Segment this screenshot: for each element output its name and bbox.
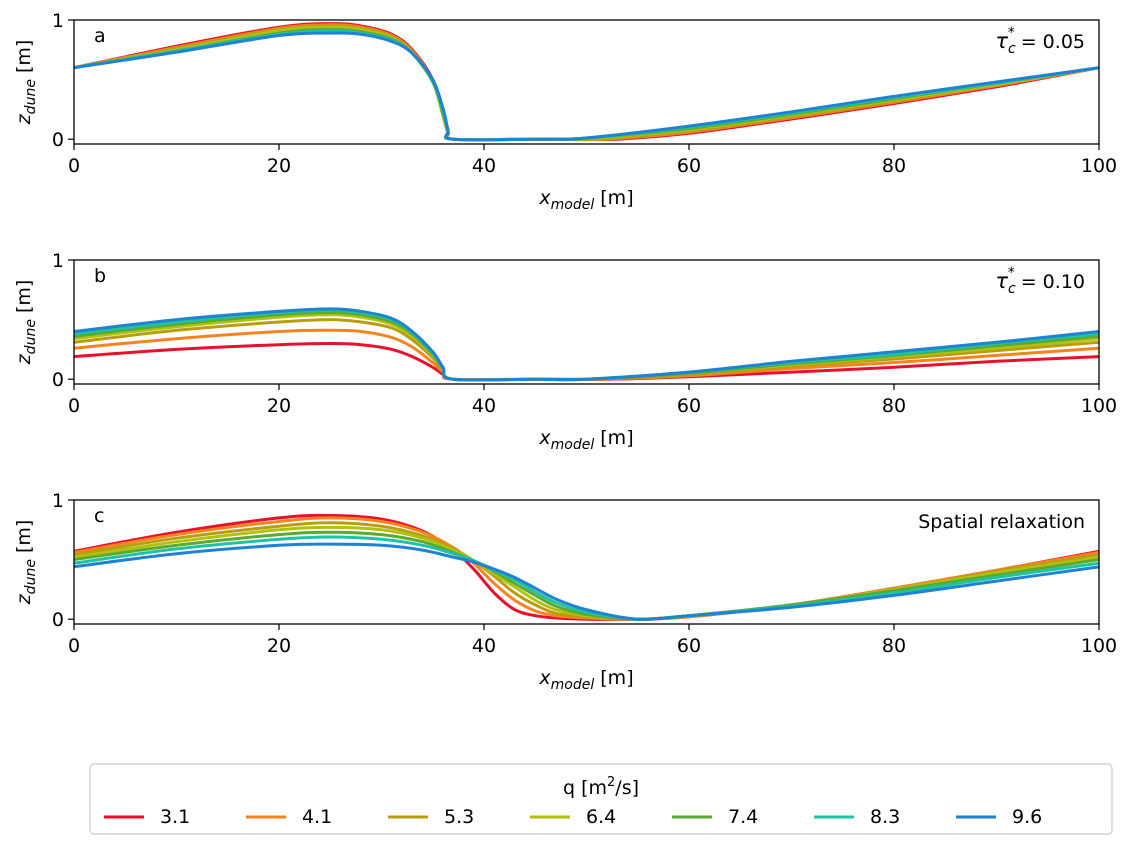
y-axis-label: zdune [m]	[13, 40, 39, 126]
x-axis-label-unit: [m]	[594, 427, 633, 449]
x-tick-label: 40	[472, 155, 496, 177]
series-line-5.3	[74, 521, 1099, 621]
curves	[74, 513, 1099, 621]
y-axis-label-sub: dune	[23, 319, 39, 354]
x-tick-label: 100	[1081, 155, 1117, 177]
legend-label: 6.4	[586, 806, 616, 828]
annotation-sup: *	[1008, 25, 1015, 41]
x-tick-label: 0	[68, 635, 80, 657]
x-axis-label: xmodel [m]	[538, 667, 633, 693]
x-axis-label-main: x	[538, 187, 551, 209]
legend-label: 8.3	[870, 806, 900, 828]
annotation-value: = 0.10	[1015, 271, 1085, 293]
x-tick-label: 80	[882, 395, 906, 417]
panel-letter: b	[94, 265, 106, 287]
x-tick-label: 20	[267, 155, 291, 177]
y-axis-label-unit: [m]	[13, 40, 35, 79]
x-axis-label-sub: model	[551, 437, 595, 453]
y-tick-label: 1	[52, 250, 64, 272]
x-axis-label-main: x	[538, 427, 551, 449]
panel-annotation: τc* = 0.05	[995, 25, 1085, 57]
annotation-symbol: τ	[995, 29, 1008, 53]
annotation-value: = 0.05	[1015, 31, 1085, 53]
legend-label: 5.3	[444, 806, 474, 828]
x-axis-label-main: x	[538, 667, 551, 689]
x-axis-label-sub: model	[551, 677, 595, 693]
series-line-7.4	[74, 530, 1099, 621]
legend-label: 3.1	[160, 806, 190, 828]
y-axis-label-main: z	[13, 113, 35, 125]
y-axis-label-unit: [m]	[13, 280, 35, 319]
legend-label: 4.1	[302, 806, 332, 828]
annotation-sub: c	[1008, 281, 1016, 297]
x-tick-label: 100	[1081, 395, 1117, 417]
y-axis-label-main: z	[13, 353, 35, 365]
series-line-6.4	[74, 525, 1099, 621]
annotation-sup: *	[1008, 265, 1015, 281]
series-line-7.4	[74, 27, 1099, 142]
legend: q [m2/s] 3.1 4.1 5.3 6.4 7.4 8.3 9.6	[89, 763, 1113, 835]
x-tick-label: 20	[267, 395, 291, 417]
legend-title-main: q [m	[563, 777, 607, 799]
y-axis-label: zdune [m]	[13, 520, 39, 606]
panel-letter: a	[94, 25, 106, 47]
x-tick-label: 100	[1081, 635, 1117, 657]
panel-letter: c	[94, 505, 104, 527]
x-axis-label-unit: [m]	[594, 187, 633, 209]
panel-annotation: Spatial relaxation	[918, 511, 1085, 533]
panel-annotation: τc* = 0.10	[995, 265, 1085, 297]
x-axis-label-sub: model	[551, 197, 595, 213]
axes-frame	[73, 259, 1100, 385]
x-axis-label: xmodel [m]	[538, 187, 633, 213]
y-axis-label-main: z	[13, 593, 35, 605]
y-tick-label: 1	[52, 10, 64, 32]
x-tick-label: 0	[68, 155, 80, 177]
legend-frame	[89, 763, 1113, 835]
y-tick-label: 0	[52, 369, 64, 391]
series-line-8.3	[74, 535, 1099, 621]
y-tick-label: 1	[52, 490, 64, 512]
axes-frame	[73, 499, 1100, 625]
x-tick-label: 60	[677, 395, 701, 417]
y-tick-label: 0	[52, 129, 64, 151]
x-tick-label: 60	[677, 635, 701, 657]
annotation-symbol: τ	[995, 269, 1008, 293]
x-tick-label: 40	[472, 395, 496, 417]
legend-label: 9.6	[1012, 806, 1042, 828]
series-line-9.6	[74, 307, 1099, 382]
series-line-9.6	[74, 31, 1099, 142]
y-axis-label-sub: dune	[23, 79, 39, 114]
legend-title: q [m2/s]	[563, 775, 639, 799]
x-axis-label-unit: [m]	[594, 667, 633, 689]
y-tick-label: 0	[52, 609, 64, 631]
series-line-9.6	[74, 542, 1099, 621]
y-axis-label-sub: dune	[23, 559, 39, 594]
axes-frame	[73, 19, 1100, 145]
legend-title-sup: 2	[607, 775, 615, 790]
x-tick-label: 0	[68, 395, 80, 417]
x-tick-label: 20	[267, 635, 291, 657]
y-axis-label-unit: [m]	[13, 520, 35, 559]
annotation-sub: c	[1008, 41, 1016, 57]
x-tick-label: 80	[882, 635, 906, 657]
series-line-8.3	[74, 29, 1099, 142]
legend-items: 3.1 4.1 5.3 6.4 7.4 8.3 9.6	[104, 806, 1042, 828]
legend-title-rest: /s]	[615, 777, 639, 799]
x-tick-label: 80	[882, 155, 906, 177]
y-axis-label: zdune [m]	[13, 280, 39, 366]
x-tick-label: 60	[677, 155, 701, 177]
legend-label: 7.4	[728, 806, 758, 828]
curves	[74, 22, 1099, 142]
x-tick-label: 40	[472, 635, 496, 657]
curves	[74, 307, 1099, 382]
x-axis-label: xmodel [m]	[538, 427, 633, 453]
